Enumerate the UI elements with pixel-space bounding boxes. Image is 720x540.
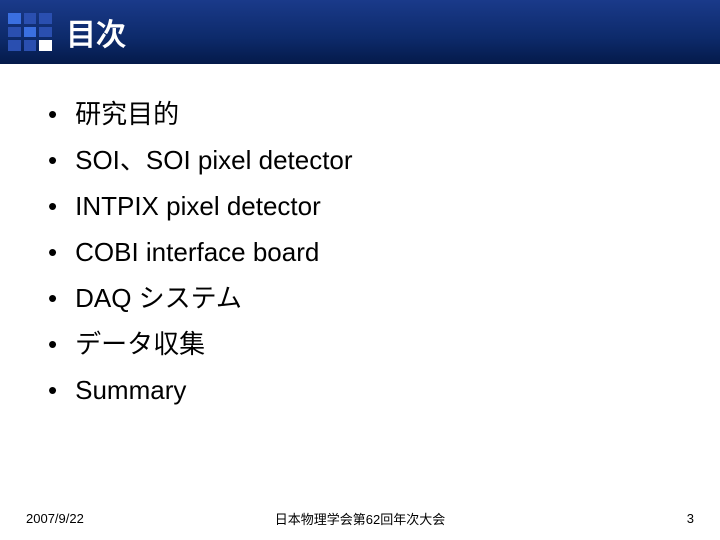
- footer-conference: 日本物理学会第62回年次大会: [275, 509, 445, 528]
- slide-footer: 2007/9/22 日本物理学会第62回年次大会 3: [0, 506, 720, 540]
- toc-item-text: COBI interface board: [75, 234, 319, 270]
- footer-date: 2007/9/22: [26, 511, 84, 526]
- toc-item-text: データ収集: [75, 326, 205, 362]
- slide-body: • 研究目的 • SOI、SOI pixel detector • INTPIX pi…: [0, 64, 720, 506]
- toc-item: • SOI、SOI pixel detector: [48, 142, 680, 178]
- toc-item-text: DAQ システム: [75, 280, 242, 316]
- toc-item-text: INTPIX pixel detector: [75, 188, 321, 224]
- footer-page-number: 3: [687, 511, 694, 526]
- logo-square: [24, 40, 37, 51]
- toc-item-text: SOI、SOI pixel detector: [75, 142, 352, 178]
- bullet-icon: •: [48, 372, 57, 408]
- logo-square: [8, 13, 21, 24]
- bullet-icon: •: [48, 234, 57, 270]
- toc-item: • Summary: [48, 372, 680, 408]
- toc-item: • 研究目的: [48, 96, 680, 132]
- bullet-icon: •: [48, 142, 57, 178]
- toc-item: • DAQ システム: [48, 280, 680, 316]
- bullet-icon: •: [48, 96, 57, 132]
- logo-square: [24, 27, 37, 38]
- logo-square: [39, 27, 52, 38]
- toc-item: • INTPIX pixel detector: [48, 188, 680, 224]
- bullet-icon: •: [48, 326, 57, 362]
- bullet-icon: •: [48, 188, 57, 224]
- toc-item-text: Summary: [75, 372, 186, 408]
- bullet-icon: •: [48, 280, 57, 316]
- toc-item: • データ収集: [48, 326, 680, 362]
- logo-square: [8, 40, 21, 51]
- slide-title: 目次: [66, 10, 126, 54]
- logo-square: [39, 40, 52, 51]
- slide-header: 目次: [0, 0, 720, 64]
- toc-item: • COBI interface board: [48, 234, 680, 270]
- logo-square: [39, 13, 52, 24]
- toc-list: • 研究目的 • SOI、SOI pixel detector • INTPIX pi…: [48, 96, 680, 408]
- slide: 目次 • 研究目的 • SOI、SOI pixel detector • INTPIX…: [0, 0, 720, 540]
- logo-square: [8, 27, 21, 38]
- logo-icon: [8, 13, 52, 51]
- toc-item-text: 研究目的: [75, 96, 179, 132]
- logo-square: [24, 13, 37, 24]
